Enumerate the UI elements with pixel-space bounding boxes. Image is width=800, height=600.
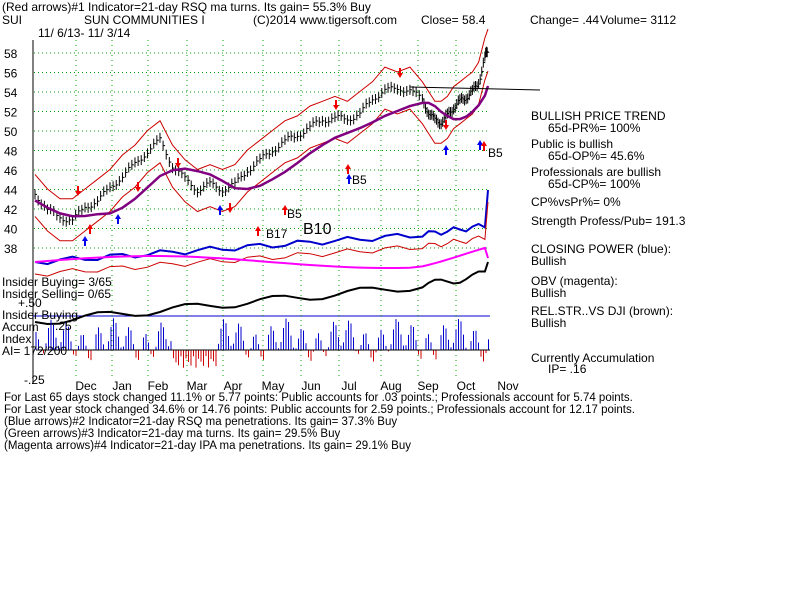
resistance-line — [409, 86, 541, 91]
month-label: Jun — [301, 379, 320, 393]
red-sell-arrow — [443, 120, 449, 130]
y-tick-label: 50 — [4, 125, 18, 139]
strength-label: Strength Profess/Pub= 191.3 — [531, 214, 686, 228]
blue-buy-arrow — [443, 145, 449, 155]
red-buy-arrow — [345, 164, 351, 174]
ip-label: IP= .16 — [548, 362, 587, 376]
red-sell-arrow — [397, 68, 403, 78]
obv-line — [34, 246, 489, 269]
professionals-label: Professionals are bullish — [531, 165, 662, 179]
closing-power-ma-line — [34, 201, 489, 277]
relative-strength-line — [34, 261, 489, 326]
signal-label: B5 — [287, 207, 302, 221]
red-sell-arrow — [75, 186, 81, 196]
volume-value: Volume= 3112 — [600, 13, 677, 27]
date-range: 11/ 6/13- 11/ 3/14 — [38, 26, 131, 40]
month-label: Jul — [341, 379, 356, 393]
blue-buy-arrow — [477, 140, 483, 150]
closing-power-value: Bullish — [531, 254, 567, 268]
blue-buy-arrow — [115, 214, 121, 224]
ticker: SUI — [2, 13, 23, 27]
month-label: Apr — [224, 379, 243, 393]
signal-label: B10 — [303, 221, 332, 238]
y-tick-label: 40 — [4, 223, 18, 237]
plus50-label: +.50 — [18, 296, 42, 310]
y-tick-label: 54 — [4, 86, 18, 100]
red-sell-arrow — [135, 182, 141, 192]
signal-label: B17 — [266, 227, 288, 241]
bullish-trend-label: BULLISH PRICE TREND — [531, 109, 666, 123]
blue-buy-arrow — [217, 205, 223, 215]
op-label: 65d-OP%= 45.6% — [548, 149, 645, 163]
cp-vs-pr-label: CP%vsPr%= 0% — [531, 195, 621, 209]
change-value: Change= .44 — [530, 13, 600, 27]
ai-label: AI= 172/200 — [2, 344, 68, 358]
y-tick-label: 46 — [4, 164, 18, 178]
cp-label: 65d-CP%= 100% — [548, 177, 641, 191]
month-label: Feb — [148, 379, 169, 393]
footer-line2: For Last year stock changed 34.6% or 14.… — [4, 404, 635, 416]
closing-power-label: CLOSING POWER (blue): — [531, 242, 672, 256]
red-sell-arrow — [333, 100, 339, 110]
month-label: Sep — [417, 379, 439, 393]
signal-label: B5 — [352, 173, 367, 187]
y-tick-label: 42 — [4, 203, 18, 217]
moving-average-line — [34, 85, 490, 218]
footer-line3: (Blue arrows)#2 Indicator=21-day RSQ ma … — [4, 416, 398, 428]
red-buy-arrow — [255, 226, 261, 236]
header-line1: (Red arrows)#1 Indicator=21-day RSQ ma t… — [2, 0, 371, 14]
footer-line1: For Last 65 days stock changed 11.1% or … — [4, 392, 633, 404]
obv-label: OBV (magenta): — [531, 274, 618, 288]
month-label: Mar — [187, 379, 208, 393]
closing-power-line — [34, 189, 489, 266]
footer-line5: (Magenta arrows)#4 Indicator=21-day IPA … — [4, 440, 411, 452]
month-label: Aug — [380, 379, 401, 393]
accumulation-label: Currently Accumulation — [531, 351, 655, 365]
y-tick-label: 48 — [4, 145, 18, 159]
upper-band-line — [34, 28, 489, 200]
month-label: Nov — [497, 379, 518, 393]
red-buy-arrow — [87, 224, 93, 234]
month-label: Dec — [75, 379, 96, 393]
footer-line4: (Green arrows)#3 Indicator=21-day ma tur… — [4, 428, 341, 440]
red-buy-arrow — [282, 205, 288, 215]
relstr-label: REL.STR..VS DJI (brown): — [531, 304, 674, 318]
plus25-label: .25 — [55, 319, 72, 333]
insider-buying-label: Insider Buying — [2, 308, 79, 322]
obv-value: Bullish — [531, 286, 567, 300]
public-label: Public is bullish — [531, 137, 614, 151]
minus25-label: -.25 — [24, 373, 45, 387]
month-label: Jan — [112, 379, 131, 393]
y-tick-label: 58 — [4, 47, 18, 61]
insider-selling-count: Insider Selling= 0/65 — [2, 287, 112, 301]
month-label: May — [262, 379, 285, 393]
y-tick-label: 44 — [4, 184, 18, 198]
insider-buying-count: Insider Buying= 3/65 — [2, 275, 112, 289]
lower-band-line — [34, 70, 489, 242]
blue-buy-arrow — [82, 236, 88, 246]
accum-label: Accum — [2, 320, 39, 334]
y-tick-label: 52 — [4, 106, 18, 120]
red-sell-arrow — [227, 203, 233, 213]
red-buy-arrow — [481, 141, 487, 151]
month-label: Oct — [457, 379, 476, 393]
signal-label: B5 — [488, 146, 503, 160]
pr-label: 65d-PR%= 100% — [548, 121, 641, 135]
index-label: Index — [2, 332, 32, 346]
y-tick-label: 38 — [4, 242, 18, 256]
blue-buy-arrow — [346, 174, 352, 184]
y-tick-label: 56 — [4, 67, 18, 81]
company-name: SUN COMMUNITIES I — [84, 13, 205, 27]
red-sell-arrow — [175, 158, 181, 168]
close-value: Close= 58.4 — [421, 13, 486, 27]
copyright: (C)2014 www.tigersoft.com — [253, 13, 398, 27]
relstr-value: Bullish — [531, 316, 567, 330]
